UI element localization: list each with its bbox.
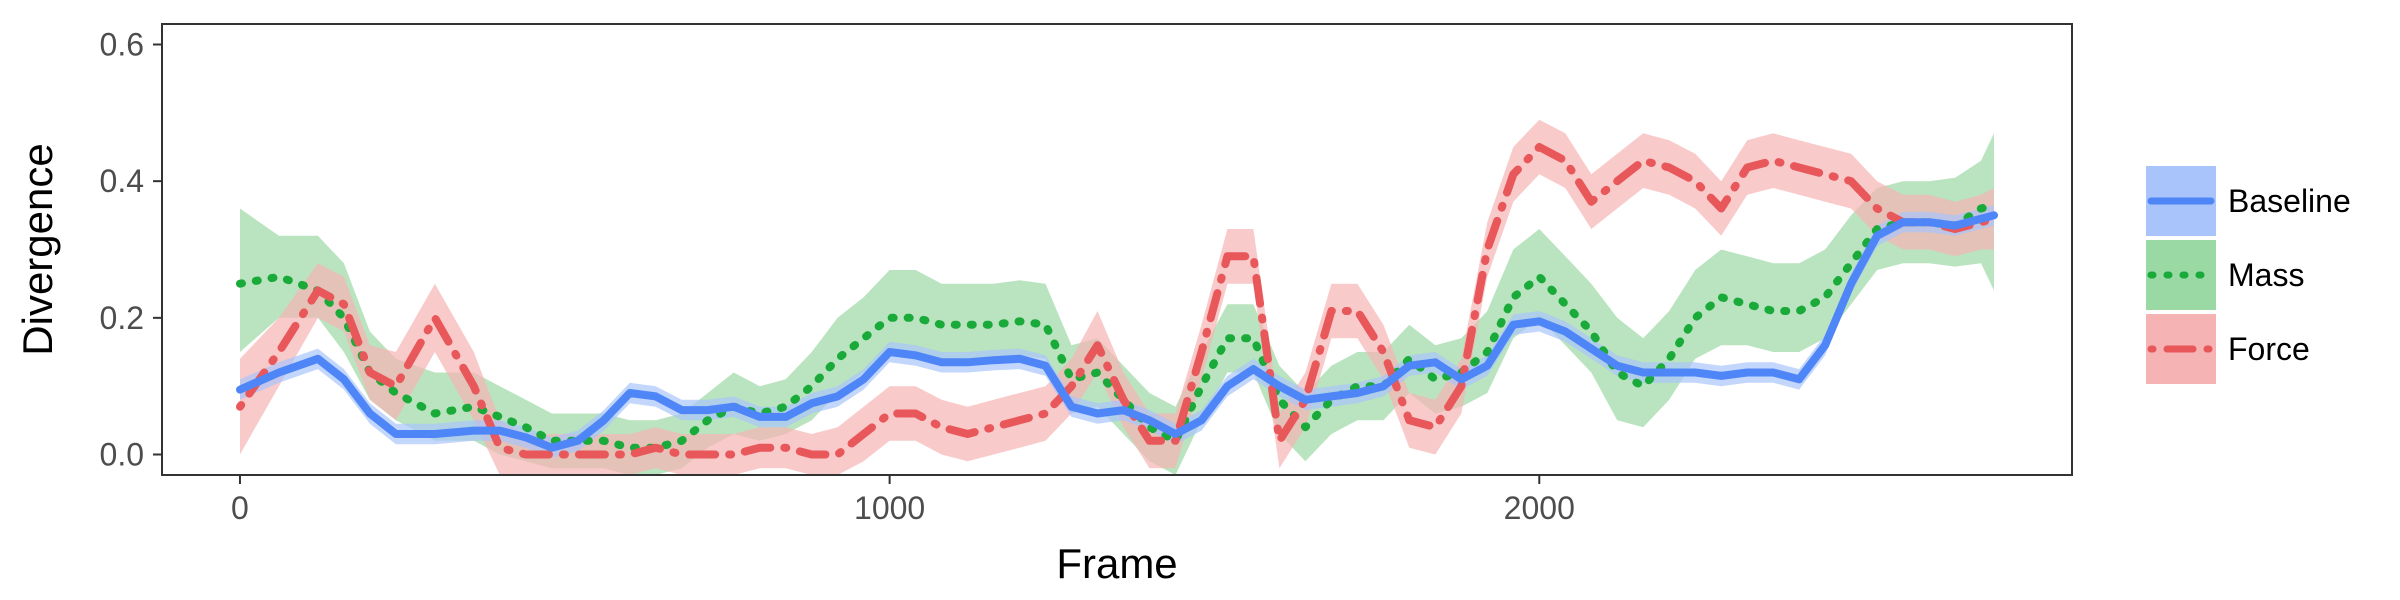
mass-line xyxy=(236,201,1998,452)
y-tick-label: 0.0 xyxy=(100,437,144,473)
x-tick-label: 2000 xyxy=(1504,490,1575,526)
legend-label-baseline: Baseline xyxy=(2228,183,2351,219)
legend: Baseline Mass Force xyxy=(2146,166,2351,384)
y-tick-label: 0.2 xyxy=(100,300,144,336)
x-axis: 0 1000 2000 xyxy=(231,475,1575,526)
legend-label-mass: Mass xyxy=(2228,257,2304,293)
y-tick-label: 0.6 xyxy=(100,27,144,63)
x-tick-label: 0 xyxy=(231,490,249,526)
confidence-ribbons xyxy=(240,119,1994,475)
plot-panel-border xyxy=(161,23,2073,476)
x-tick-label: 1000 xyxy=(854,490,925,526)
legend-label-force: Force xyxy=(2228,331,2310,367)
force-line xyxy=(236,143,1998,459)
y-axis-title: Divergence xyxy=(14,143,61,355)
series-lines xyxy=(236,143,1998,459)
y-axis: 0.0 0.2 0.4 0.6 xyxy=(100,27,162,473)
baseline-line xyxy=(236,211,1998,452)
x-axis-title: Frame xyxy=(1056,540,1177,587)
y-tick-label: 0.4 xyxy=(100,163,144,199)
